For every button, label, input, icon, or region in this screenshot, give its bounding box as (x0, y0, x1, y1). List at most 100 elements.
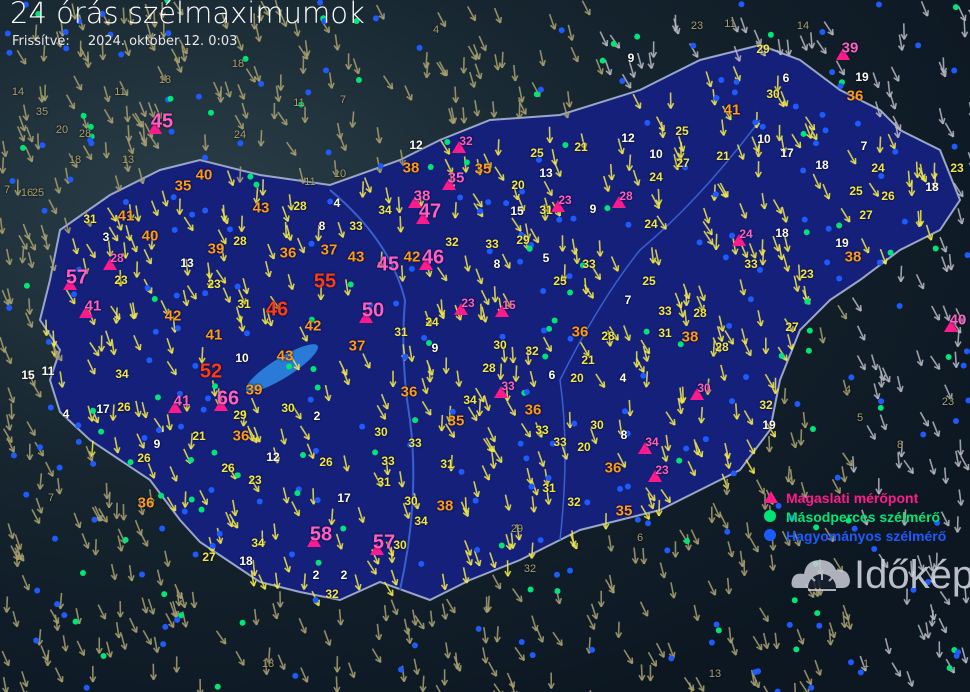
outside-station-value[interactable]: 16 (20, 187, 34, 199)
station-value[interactable]: 13 (539, 166, 553, 180)
station-value[interactable]: 42 (403, 248, 421, 266)
station-value[interactable]: 23 (950, 161, 964, 175)
station-value[interactable]: 43 (252, 199, 270, 217)
station-value[interactable]: 31 (658, 326, 672, 340)
station-value[interactable]: 20 (570, 371, 584, 385)
station-value[interactable]: 24 (644, 217, 658, 231)
station-value[interactable]: 23 (114, 273, 128, 287)
station-value[interactable]: 15 (510, 204, 524, 218)
station-value[interactable]: 4 (62, 407, 70, 421)
station-value[interactable]: 28 (233, 234, 247, 248)
station-value[interactable]: 27 (202, 550, 216, 564)
station-value[interactable]: 21 (192, 429, 206, 443)
station-value[interactable]: 30 (766, 87, 780, 101)
station-value[interactable]: 39 (841, 39, 859, 57)
station-value[interactable]: 47 (418, 200, 442, 223)
station-value[interactable]: 38 (844, 248, 862, 266)
station-value[interactable]: 28 (482, 361, 496, 375)
station-value[interactable]: 41 (173, 392, 191, 410)
station-value[interactable]: 25 (530, 146, 544, 160)
station-value[interactable]: 46 (421, 246, 445, 269)
station-value[interactable]: 36 (571, 323, 589, 341)
station-value[interactable]: 19 (855, 70, 869, 84)
station-value[interactable]: 34 (378, 203, 392, 217)
outside-station-value[interactable]: 11 (304, 176, 316, 188)
station-value[interactable]: 21 (716, 149, 730, 163)
station-value[interactable]: 33 (381, 454, 395, 468)
station-value[interactable]: 32 (325, 587, 339, 601)
station-value[interactable]: 32 (567, 495, 581, 509)
station-value[interactable]: 31 (440, 457, 454, 471)
station-value[interactable]: 33 (408, 436, 422, 450)
outside-station-value[interactable]: 1 (862, 658, 870, 670)
station-value[interactable]: 9 (627, 51, 635, 65)
station-value[interactable]: 55 (313, 270, 337, 293)
station-value[interactable]: 21 (574, 140, 588, 154)
outside-station-value[interactable]: 32 (523, 563, 537, 575)
station-value[interactable]: 20 (577, 440, 591, 454)
station-value[interactable]: 52 (199, 360, 223, 383)
station-value[interactable]: 19 (762, 418, 776, 432)
station-value[interactable]: 43 (347, 248, 365, 266)
station-value[interactable]: 9 (431, 341, 439, 355)
station-value[interactable]: 57 (65, 266, 89, 289)
station-value[interactable]: 30 (697, 381, 711, 395)
station-value[interactable]: 23 (461, 296, 475, 310)
station-value[interactable]: 25 (849, 184, 863, 198)
station-value[interactable]: 50 (361, 299, 385, 322)
outside-station-value[interactable]: 24 (233, 129, 247, 141)
outside-station-value[interactable]: 20 (55, 124, 69, 136)
outside-station-value[interactable]: 11 (724, 18, 736, 30)
station-value[interactable]: 38 (402, 159, 420, 177)
station-value[interactable]: 18 (775, 226, 789, 240)
station-value[interactable]: 30 (281, 401, 295, 415)
station-value[interactable]: 28 (601, 329, 615, 343)
station-value[interactable]: 19 (835, 236, 849, 250)
station-value[interactable]: 35 (615, 502, 633, 520)
station-value[interactable]: 25 (642, 274, 656, 288)
outside-station-value[interactable]: 10 (333, 168, 347, 180)
station-value[interactable]: 28 (715, 340, 729, 354)
outside-station-value[interactable]: 14 (796, 20, 810, 32)
station-value[interactable]: 26 (117, 400, 131, 414)
station-value[interactable]: 20 (511, 178, 525, 192)
outside-station-value[interactable]: 7 (3, 184, 11, 196)
station-value[interactable]: 7 (860, 139, 868, 153)
station-value[interactable]: 33 (485, 237, 499, 251)
station-value[interactable]: 31 (394, 325, 408, 339)
station-value[interactable]: 37 (320, 241, 338, 259)
station-value[interactable]: 18 (239, 554, 253, 568)
station-value[interactable]: 31 (377, 475, 391, 489)
station-value[interactable]: 26 (137, 451, 151, 465)
station-value[interactable]: 33 (658, 304, 672, 318)
station-value[interactable]: 35 (474, 160, 492, 178)
outside-station-value[interactable]: 11 (293, 97, 305, 109)
outside-station-value[interactable]: 18 (231, 58, 245, 70)
station-value[interactable]: 30 (404, 494, 418, 508)
station-value[interactable]: 38 (436, 497, 454, 515)
outside-station-value[interactable]: 8 (896, 439, 904, 451)
station-value[interactable]: 4 (619, 371, 627, 385)
station-value[interactable]: 23 (800, 267, 814, 281)
station-value[interactable]: 33 (535, 423, 549, 437)
station-value[interactable]: 30 (374, 425, 388, 439)
station-value[interactable]: 31 (83, 212, 97, 226)
station-value[interactable]: 42 (304, 317, 322, 335)
station-value[interactable]: 35 (174, 177, 192, 195)
station-value[interactable]: 5 (542, 251, 550, 265)
outside-station-value[interactable]: 23 (690, 20, 704, 32)
station-value[interactable]: 10 (757, 132, 771, 146)
station-value[interactable]: 17 (96, 402, 110, 416)
outside-station-value[interactable]: 13 (121, 154, 135, 166)
station-value[interactable]: 18 (925, 180, 939, 194)
station-value[interactable]: 28 (693, 306, 707, 320)
outside-station-value[interactable]: 25 (31, 187, 45, 199)
station-value[interactable]: 43 (276, 347, 294, 365)
outside-station-value[interactable]: 4 (432, 24, 440, 36)
outside-station-value[interactable]: 4 (844, 384, 852, 396)
station-value[interactable]: 27 (676, 156, 690, 170)
station-value[interactable]: 31 (542, 481, 556, 495)
outside-station-value[interactable]: 11 (114, 86, 126, 98)
station-value[interactable]: 17 (780, 146, 794, 160)
